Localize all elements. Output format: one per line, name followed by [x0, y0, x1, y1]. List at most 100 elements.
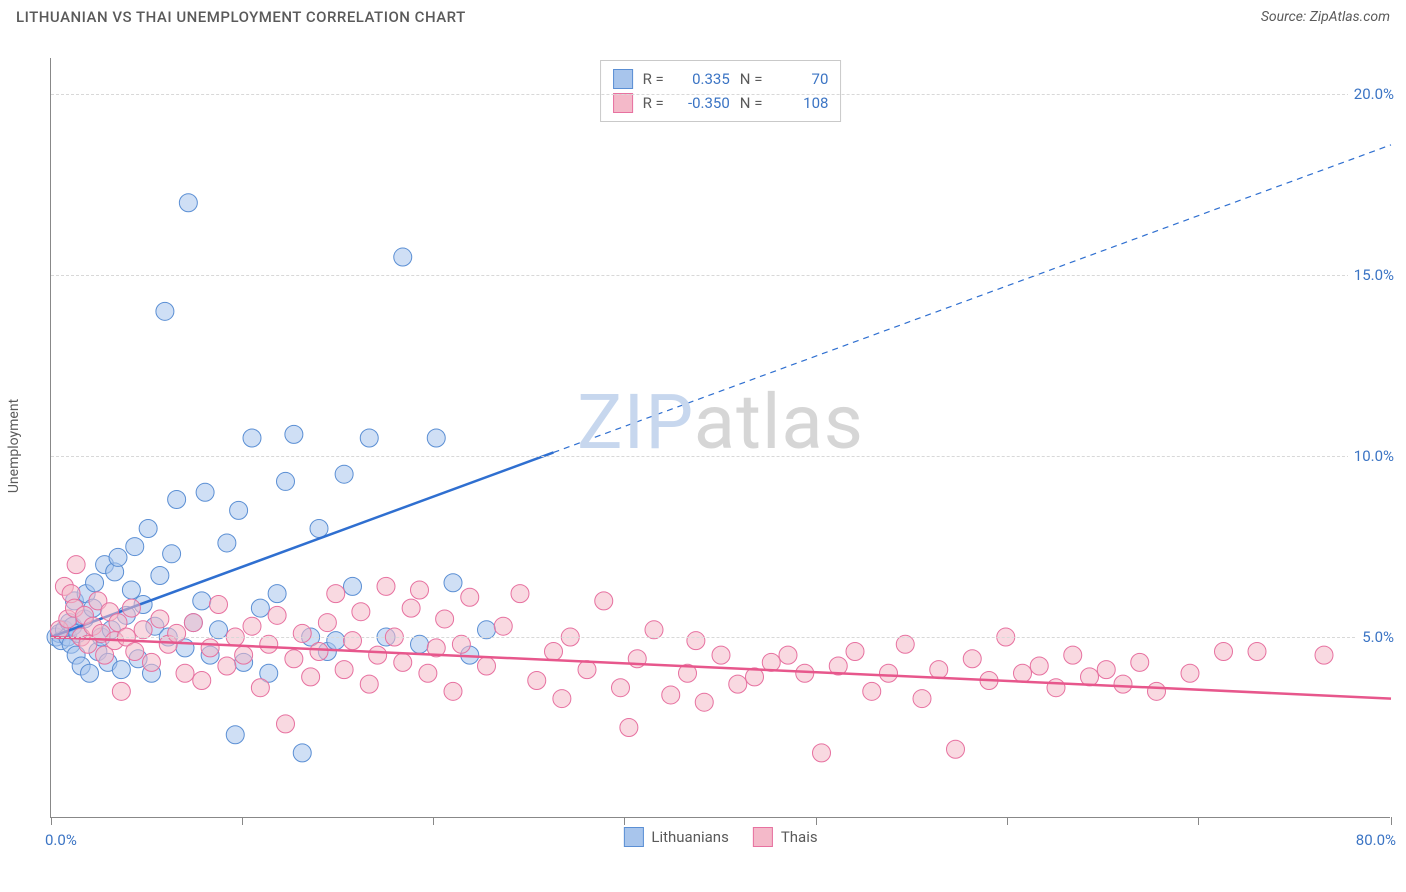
gridline	[51, 275, 1390, 276]
data-point	[243, 429, 261, 447]
data-point	[846, 643, 864, 661]
x-tick	[816, 817, 817, 825]
n-label: N =	[740, 94, 763, 112]
data-point	[122, 599, 140, 617]
data-point	[913, 690, 931, 708]
data-point	[662, 686, 680, 704]
data-point	[436, 610, 454, 628]
data-point	[360, 675, 378, 693]
data-point	[1315, 646, 1333, 664]
data-point	[545, 643, 563, 661]
series-name-thais: Thais	[781, 828, 818, 846]
scatter-svg	[51, 58, 1390, 817]
r-value-thais: -0.350	[674, 94, 730, 112]
data-point	[1148, 682, 1166, 700]
data-point	[444, 574, 462, 592]
x-tick	[1007, 817, 1008, 825]
x-tick	[433, 817, 434, 825]
data-point	[1248, 643, 1266, 661]
data-point	[1097, 661, 1115, 679]
data-point	[176, 664, 194, 682]
x-max-label: 80.0%	[1356, 831, 1396, 849]
data-point	[687, 632, 705, 650]
data-point	[695, 693, 713, 711]
data-point	[813, 744, 831, 762]
data-point	[478, 657, 496, 675]
swatch-lithuanians	[613, 69, 633, 89]
y-tick-label: 15.0%	[1348, 266, 1394, 284]
data-point	[230, 501, 248, 519]
data-point	[1181, 664, 1199, 682]
y-tick-label: 20.0%	[1348, 85, 1394, 103]
legend-item-thais: Thais	[753, 827, 818, 847]
data-point	[293, 624, 311, 642]
data-point	[394, 653, 412, 671]
r-label: R =	[643, 94, 664, 112]
data-point	[210, 595, 228, 613]
data-point	[243, 617, 261, 635]
data-point	[344, 577, 362, 595]
data-point	[352, 603, 370, 621]
x-tick	[242, 817, 243, 825]
data-point	[277, 715, 295, 733]
data-point	[163, 545, 181, 563]
data-point	[1064, 646, 1082, 664]
y-tick-label: 10.0%	[1348, 447, 1394, 465]
data-point	[863, 682, 881, 700]
data-point	[112, 661, 130, 679]
data-point	[335, 465, 353, 483]
data-point	[293, 744, 311, 762]
data-point	[268, 606, 286, 624]
data-point	[620, 719, 638, 737]
x-tick	[51, 817, 52, 825]
data-point	[427, 429, 445, 447]
data-point	[143, 653, 161, 671]
data-point	[109, 548, 127, 566]
x-min-label: 0.0%	[45, 831, 77, 849]
n-label: N =	[740, 70, 763, 88]
chart-plot-area: ZIPatlas R = 0.335 N = 70 R = -0.350 N =…	[50, 58, 1390, 818]
data-point	[285, 650, 303, 668]
data-point	[122, 581, 140, 599]
data-point	[1215, 643, 1233, 661]
data-point	[335, 661, 353, 679]
data-point	[235, 646, 253, 664]
trend-line-dashed	[554, 145, 1392, 453]
data-point	[360, 429, 378, 447]
data-point	[310, 643, 328, 661]
data-point	[419, 664, 437, 682]
n-value-thais: 108	[772, 94, 828, 112]
data-point	[327, 632, 345, 650]
data-point	[318, 614, 336, 632]
x-tick	[624, 817, 625, 825]
data-point	[779, 646, 797, 664]
data-point	[461, 588, 479, 606]
chart-header: LITHUANIAN VS THAI UNEMPLOYMENT CORRELAT…	[0, 0, 1406, 30]
r-value-lithuanians: 0.335	[674, 70, 730, 88]
series-name-lithuanians: Lithuanians	[651, 828, 728, 846]
data-point	[218, 534, 236, 552]
data-point	[156, 302, 174, 320]
data-point	[930, 661, 948, 679]
legend-item-lithuanians: Lithuanians	[623, 827, 728, 847]
data-point	[285, 425, 303, 443]
data-point	[712, 646, 730, 664]
data-point	[67, 556, 85, 574]
data-point	[1030, 657, 1048, 675]
data-point	[302, 668, 320, 686]
y-tick-label: 5.0%	[1356, 628, 1394, 646]
data-point	[168, 624, 186, 642]
data-point	[963, 650, 981, 668]
x-tick	[1391, 817, 1392, 825]
data-point	[394, 248, 412, 266]
data-point	[179, 194, 197, 212]
data-point	[369, 646, 387, 664]
data-point	[226, 726, 244, 744]
data-point	[444, 682, 462, 700]
data-point	[1131, 653, 1149, 671]
series-legend: Lithuanians Thais	[623, 827, 817, 847]
r-label: R =	[643, 70, 664, 88]
data-point	[218, 657, 236, 675]
data-point	[277, 472, 295, 490]
data-point	[201, 639, 219, 657]
